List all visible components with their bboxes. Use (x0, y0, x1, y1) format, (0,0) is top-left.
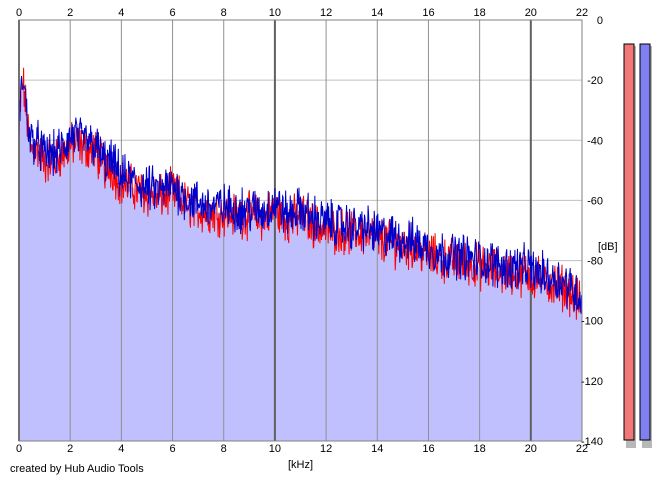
y-tick-label: -100 (581, 316, 603, 328)
x-tick-label: 20 (525, 7, 537, 19)
x-tick-label: 6 (169, 443, 175, 455)
level-meter-right (639, 43, 651, 441)
x-tick-label: 10 (269, 7, 281, 19)
y-tick-label: -60 (587, 195, 603, 207)
x-tick-label: 16 (422, 443, 434, 455)
x-tick-label: 12 (320, 443, 332, 455)
x-tick-label: 22 (576, 443, 588, 455)
spectrum-fill-layer (19, 84, 582, 441)
x-tick-label: 8 (221, 7, 227, 19)
x-tick-label: 10 (269, 443, 281, 455)
x-tick-labels-top: 0 2 4 6 8 10 12 14 16 18 20 22 (16, 7, 588, 19)
x-axis-label: [kHz] (288, 459, 313, 471)
x-tick-label: 22 (576, 7, 588, 19)
x-tick-label: 20 (525, 443, 537, 455)
x-tick-label: 18 (474, 7, 486, 19)
level-meter-left (623, 43, 635, 441)
y-tick-label: -40 (587, 135, 603, 147)
x-tick-label: 16 (422, 7, 434, 19)
series-line-right (18, 76, 583, 316)
x-tick-label: 8 (221, 443, 227, 455)
y-axis-label: [dB] (598, 241, 618, 253)
x-tick-label: 0 (16, 443, 22, 455)
x-tick-label: 14 (371, 7, 383, 19)
x-tick-label: 2 (67, 7, 73, 19)
x-tick-label: 6 (169, 7, 175, 19)
level-meters (623, 43, 652, 448)
plot-frame (18, 19, 583, 442)
x-tick-label: 4 (118, 443, 124, 455)
x-tick-label: 14 (371, 443, 383, 455)
x-tick-label: 0 (16, 7, 22, 19)
x-tick-label: 4 (118, 7, 124, 19)
y-tick-label: -140 (581, 436, 603, 448)
y-tick-label: -120 (581, 376, 603, 388)
y-tick-label: -20 (587, 75, 603, 87)
y-tick-label: -80 (587, 256, 603, 268)
spectrum-area-fill (19, 84, 582, 441)
y-tick-label: 0 (597, 15, 603, 27)
credit-text: created by Hub Audio Tools (10, 463, 144, 475)
y-tick-labels: 0 -20 -40 -60 -80 -100 -120 -140 (581, 15, 603, 448)
x-tick-label: 18 (474, 443, 486, 455)
x-tick-labels-bottom: 0 2 4 6 8 10 12 14 16 18 20 22 (16, 443, 588, 455)
x-tick-label: 12 (320, 7, 332, 19)
x-tick-label: 2 (67, 443, 73, 455)
